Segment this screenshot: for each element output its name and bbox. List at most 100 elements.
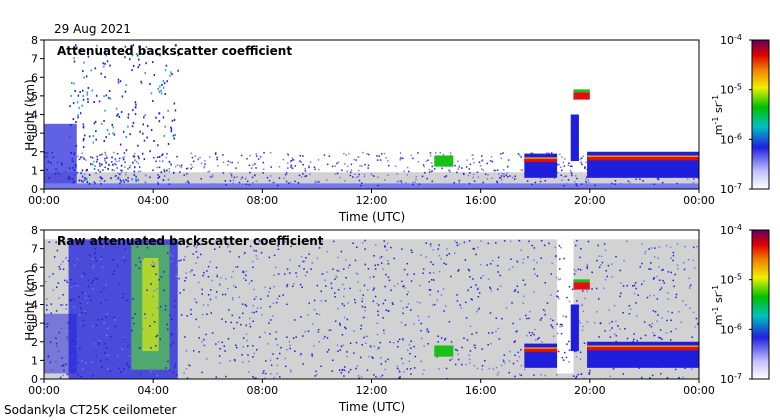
noise-pixel [649,294,651,297]
noise-pixel [248,360,250,363]
signal-pixel [171,73,173,76]
noise-pixel [105,315,107,318]
noise-pixel [172,342,174,344]
noise-pixel [522,279,525,281]
noise-pixel [337,256,339,259]
aerosol-pixel [260,156,262,158]
noise-pixel [429,245,432,247]
aerosol-pixel [291,167,294,169]
aerosol-pixel [457,160,459,162]
noise-pixel [277,273,280,275]
noise-pixel [583,342,586,344]
aerosol-pixel [268,180,271,182]
signal-pixel [100,177,103,180]
noise-pixel [392,303,394,305]
noise-pixel [648,324,651,326]
noise-pixel [334,320,337,322]
signal-pixel [172,134,175,137]
noise-pixel [48,241,51,243]
noise-pixel [219,283,221,285]
signal-pixel [138,157,140,160]
colorbar-tick-label: 10-4 [720,33,742,47]
signal-pixel [91,89,94,92]
signal-pixel [127,180,129,183]
noise-pixel [252,304,254,307]
aerosol-pixel [494,169,496,172]
noise-pixel [92,266,94,269]
aerosol-pixel [113,169,116,172]
noise-pixel [172,255,174,257]
aerosol-pixel [158,166,161,169]
signal-pixel [163,134,165,137]
noise-pixel [401,248,403,250]
noise-pixel [265,360,267,362]
noise-pixel [221,341,223,344]
noise-pixel [458,243,461,246]
aerosol-pixel [168,168,170,170]
noise-pixel [672,251,675,254]
aerosol-pixel [209,175,211,178]
noise-pixel [215,343,217,345]
noise-pixel [65,308,67,310]
noise-pixel [150,370,152,373]
noise-pixel [116,354,119,357]
aerosol-pixel [284,173,287,176]
noise-pixel [264,331,266,334]
aerosol-pixel [119,157,121,160]
noise-pixel [328,349,330,351]
noise-pixel [659,329,662,331]
noise-pixel [379,257,381,259]
noise-pixel [81,360,83,362]
noise-pixel [242,271,245,274]
signal-pixel [117,81,120,84]
noise-pixel [74,264,76,266]
signal-pixel [132,155,135,158]
noise-pixel [581,304,583,307]
noise-pixel [534,273,536,275]
noise-pixel [609,375,612,378]
signal-pixel [108,163,110,166]
noise-pixel [661,269,663,271]
noise-pixel [273,376,275,379]
heatmap-area [44,239,699,379]
noise-pixel [113,270,116,272]
noise-pixel [397,346,399,348]
noise-pixel [454,363,457,366]
noise-pixel [556,323,558,325]
noise-pixel [386,249,388,251]
noise-pixel [216,275,218,278]
aerosol-pixel [301,176,303,178]
noise-pixel [135,264,137,266]
signal-pixel [164,69,167,72]
noise-pixel [481,365,484,367]
noise-pixel [419,284,421,287]
noise-pixel [544,374,546,377]
noise-pixel [311,355,313,357]
noise-pixel [341,334,344,336]
noise-pixel [571,288,574,291]
noise-pixel [345,327,347,330]
signal-pixel [145,46,148,49]
noise-pixel [186,377,189,379]
aerosol-pixel [513,183,515,186]
noise-pixel [203,338,205,341]
noise-pixel [364,306,366,308]
aerosol-pixel [283,177,285,179]
aerosol-pixel [64,183,66,186]
aerosol-pixel [548,152,550,155]
noise-pixel [443,262,445,265]
aerosol-pixel [501,172,503,175]
x-tick-label: 04:00 [137,194,169,207]
signal-pixel [105,161,107,164]
aerosol-pixel [305,175,308,177]
signal-pixel [140,80,142,83]
noise-pixel [174,299,176,302]
noise-pixel [294,319,296,321]
aerosol-pixel [360,184,362,187]
noise-pixel [393,257,395,260]
noise-pixel [264,286,266,289]
aerosol-pixel [561,179,563,181]
noise-pixel [633,284,636,287]
noise-pixel [377,314,379,316]
